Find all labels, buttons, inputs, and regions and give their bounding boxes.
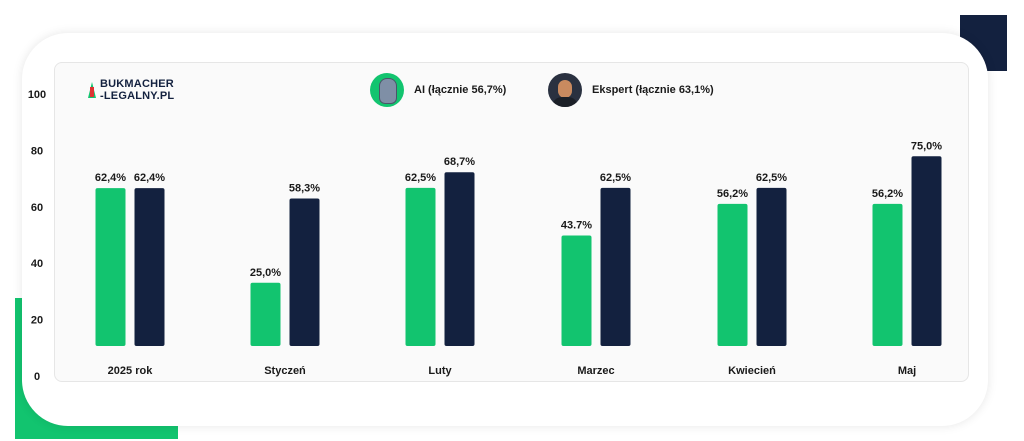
- bar: [911, 156, 942, 346]
- legend-label-expert: Ekspert (łącznie 63,1%): [592, 84, 714, 96]
- bar-value-label: 56,2%: [872, 188, 903, 200]
- logo-mark-icon: [88, 82, 96, 98]
- x-tick-label: Kwiecień: [728, 365, 776, 377]
- bar-value-label: 58,3%: [289, 183, 320, 195]
- bar: [717, 203, 748, 346]
- expert-photo-avatar-icon: [548, 73, 582, 107]
- x-tick-label: Luty: [428, 365, 452, 377]
- bar-value-label: 62,5%: [756, 172, 787, 184]
- x-tick-label: Marzec: [577, 365, 614, 377]
- bar: [600, 187, 631, 346]
- ai-robot-avatar-icon: [370, 73, 404, 107]
- chart-panel: [54, 62, 969, 382]
- y-tick-label: 20: [31, 315, 43, 327]
- y-tick-label: 100: [28, 89, 46, 101]
- y-tick-label: 40: [31, 258, 43, 270]
- bar-value-label: 68,7%: [444, 156, 475, 168]
- bar: [405, 187, 436, 346]
- y-tick-label: 0: [34, 371, 40, 383]
- x-tick-label: 2025 rok: [108, 365, 154, 377]
- bar: [444, 172, 475, 346]
- legend-label-ai: AI (łącznie 56,7%): [414, 84, 507, 96]
- bar-value-label: 62,5%: [600, 172, 631, 184]
- bar-value-label: 62,4%: [95, 172, 126, 184]
- bar-value-label: 56,2%: [717, 188, 748, 200]
- bar: [250, 282, 281, 346]
- bar-value-label: 75,0%: [911, 140, 942, 152]
- logo-text: BUKMACHER -LEGALNY.PL: [100, 78, 174, 102]
- bar-value-label: 62,5%: [405, 172, 436, 184]
- brand-logo: BUKMACHER -LEGALNY.PL: [88, 78, 174, 102]
- legend-item-expert: Ekspert (łącznie 63,1%): [548, 73, 714, 107]
- bar: [95, 188, 126, 346]
- x-tick-label: Styczeń: [264, 365, 306, 377]
- legend-item-ai: AI (łącznie 56,7%): [370, 73, 506, 107]
- logo-line-1: BUKMACHER: [100, 78, 174, 90]
- bar-value-label: 43.7%: [561, 219, 592, 231]
- bar-value-label: 62,4%: [134, 172, 165, 184]
- logo-line-2: -LEGALNY.PL: [100, 90, 175, 102]
- bar: [872, 203, 903, 346]
- bar-value-label: 25,0%: [250, 267, 281, 279]
- bar: [756, 187, 787, 346]
- y-tick-label: 80: [31, 145, 43, 157]
- y-tick-label: 60: [31, 202, 43, 214]
- bar: [134, 188, 165, 346]
- bar: [289, 198, 320, 346]
- x-tick-label: Maj: [898, 365, 916, 377]
- bar: [561, 235, 592, 346]
